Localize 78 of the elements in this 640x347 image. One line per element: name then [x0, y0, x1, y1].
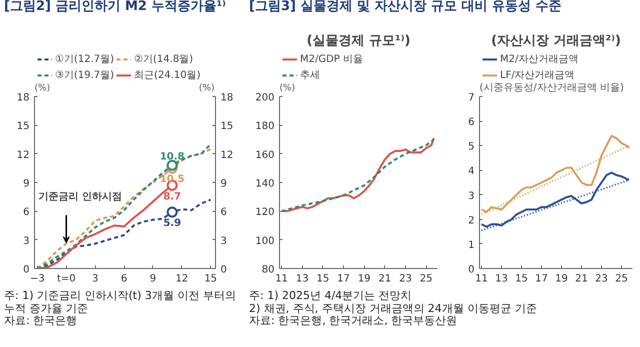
y-tick-label: 100 — [255, 236, 275, 247]
x-tick-label: 23 — [399, 274, 412, 284]
chart-title: [그림3] 실물경제 및 자산시장 규모 대비 유동성 수준 — [249, 0, 562, 15]
legend-label: M2/GDP 비율 — [300, 53, 364, 66]
y-tick-label: 160 — [255, 150, 275, 161]
y2-tick-label: 15 — [220, 121, 234, 132]
chart-title: [그림2] 금리인하기 M2 누적증가율¹⁾ — [4, 0, 226, 15]
data-label: 10.5 — [160, 174, 185, 186]
y-tick-label: 9 — [23, 178, 30, 190]
x-tick-label: 21 — [575, 274, 588, 284]
legend-label: ③기(19.7월) — [55, 69, 114, 82]
x-tick-label: 21 — [378, 274, 392, 284]
y2-axis-title: (%) — [198, 84, 215, 94]
x-tick-label: 25 — [420, 274, 433, 284]
legend-label: LF/자산거래금액 — [500, 69, 575, 82]
x-tick-label: 9 — [150, 274, 156, 284]
text: 주: 1) 기준금리 인하시작(t) 3개월 이전 부터의 누적 증가율 기준 — [4, 289, 236, 315]
y-tick-label: 3 — [468, 190, 475, 202]
x-tick-label: 12 — [175, 274, 188, 284]
y-tick-label: 0 — [23, 264, 30, 276]
y-tick-label: 80 — [262, 264, 275, 276]
y-tick-label: 2 — [468, 215, 475, 226]
x-tick-label: 15 — [204, 274, 218, 284]
y-tick-label: 6 — [468, 117, 475, 128]
x-tick-label: 13 — [495, 274, 508, 284]
y-tick-label: 12 — [16, 150, 30, 161]
text: 자료: 한국은행, 한국거래소, 한국부동산원 — [249, 314, 458, 328]
y2-tick-label: 3 — [220, 236, 227, 247]
data-label: 8.7 — [163, 191, 182, 202]
x-tick-label: 15 — [515, 274, 528, 284]
x-tick-label: 11 — [475, 274, 488, 284]
y-tick-label: 200 — [255, 92, 275, 104]
legend-label: M2/자산거래금액 — [500, 53, 578, 66]
x-tick-label: 17 — [337, 274, 350, 284]
chart-subtitle: (실물경제 규모¹⁾) — [306, 34, 410, 48]
x-tick-label: 19 — [358, 274, 371, 284]
data-label: 10.8 — [160, 151, 185, 162]
y2-tick-label: 6 — [220, 207, 227, 218]
x-tick-label: t=0 — [56, 274, 76, 284]
legend-label: ①기(12.7월) — [55, 53, 114, 66]
legend-label: ②기(14.8월) — [134, 53, 194, 66]
y-tick-label: 7 — [468, 92, 475, 104]
text: 자료: 한국은행 — [4, 314, 78, 328]
y2-tick-label: 9 — [220, 178, 227, 190]
data-label: 5.9 — [163, 218, 182, 230]
x-tick-label: 23 — [595, 274, 608, 284]
y-tick-label: 5 — [468, 142, 475, 153]
x-tick-label: 3 — [92, 274, 98, 284]
x-tick-label: 15 — [316, 274, 330, 284]
x-tick-label: 17 — [535, 274, 548, 284]
y-tick-label: 4 — [468, 166, 475, 178]
x-tick-label: 13 — [296, 274, 309, 284]
x-tick-label: 11 — [275, 274, 288, 284]
y-tick-label: 120 — [255, 207, 275, 218]
x-tick-label: 6 — [120, 274, 128, 284]
annotation: 기준금리 인하시점 — [38, 192, 122, 203]
y-tick-label: 6 — [23, 207, 30, 218]
y-tick-label: 140 — [255, 178, 275, 190]
y-tick-label: 1 — [468, 240, 475, 251]
y-tick-label: 0 — [468, 264, 475, 276]
y-axis-title: (%) — [34, 84, 50, 94]
x-tick-label: 19 — [555, 274, 568, 284]
y2-tick-label: 12 — [220, 150, 234, 161]
chart-title: (자산시장 거래금액²⁾) — [491, 34, 621, 48]
y-tick-label: 15 — [16, 121, 30, 132]
y2-tick-label: 18 — [220, 92, 234, 104]
y-axis-title: (%) — [280, 84, 296, 94]
y-tick-label: 180 — [255, 121, 275, 132]
y-tick-label: 3 — [23, 236, 30, 247]
x-tick-label: −3 — [30, 274, 45, 284]
legend-label: 최근(24.10월) — [134, 69, 200, 82]
y2-tick-label: 0 — [220, 264, 227, 276]
y-tick-label: 18 — [16, 92, 30, 104]
x-tick-label: 25 — [615, 274, 628, 284]
text: 2) 채권, 주식, 주택시장 거래금액의 24개월 이동평균 기준 — [249, 302, 537, 315]
text: 주: 1) 2025년 4/4분기는 전망치 — [249, 289, 412, 302]
y-axis-title: (시중유동성/자산거래금액 비율) — [480, 82, 624, 94]
legend-label: 추세 — [300, 69, 320, 82]
